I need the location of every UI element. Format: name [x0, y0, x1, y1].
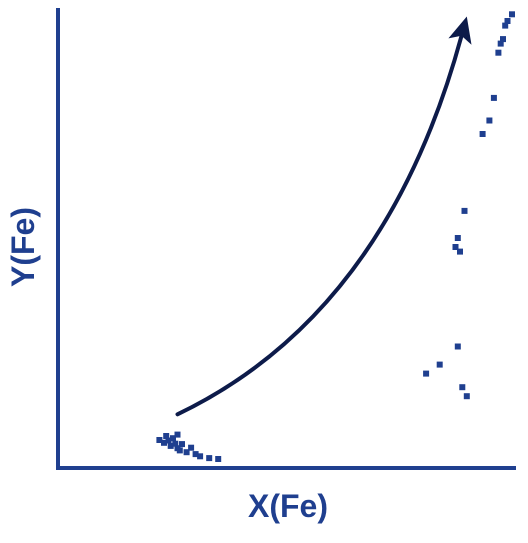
data-point	[206, 455, 213, 462]
y-axis-title: Y(Fe)	[5, 207, 41, 287]
data-point	[192, 451, 199, 458]
data-point	[188, 444, 195, 451]
data-point	[436, 361, 443, 368]
trend-arrow	[175, 34, 464, 417]
data-point	[509, 11, 515, 18]
data-point	[161, 439, 167, 446]
data-point	[167, 442, 174, 449]
data-point	[452, 244, 459, 250]
data-point	[165, 437, 172, 444]
data-point	[495, 49, 502, 56]
data-point	[197, 453, 204, 460]
data-point	[423, 370, 430, 377]
data-point	[500, 36, 506, 43]
data-point	[179, 441, 185, 448]
data-point	[176, 447, 183, 454]
data-point	[457, 248, 463, 255]
data-points	[156, 11, 515, 462]
data-point	[461, 207, 468, 214]
data-point	[490, 94, 497, 101]
data-point	[497, 40, 504, 47]
data-point	[479, 131, 486, 137]
data-point	[174, 431, 181, 438]
data-point	[454, 235, 461, 241]
data-point	[486, 117, 493, 124]
trend-arrowhead	[448, 16, 472, 45]
data-point	[215, 456, 222, 462]
data-point	[170, 435, 176, 442]
data-point	[502, 22, 509, 29]
data-point	[172, 440, 179, 447]
data-point	[156, 437, 163, 443]
data-point	[504, 18, 511, 24]
data-point	[183, 449, 190, 456]
data-point	[463, 393, 470, 400]
data-point	[454, 343, 461, 350]
data-point	[163, 433, 170, 439]
x-axis-title: X(Fe)	[248, 488, 328, 524]
data-point	[459, 384, 466, 391]
